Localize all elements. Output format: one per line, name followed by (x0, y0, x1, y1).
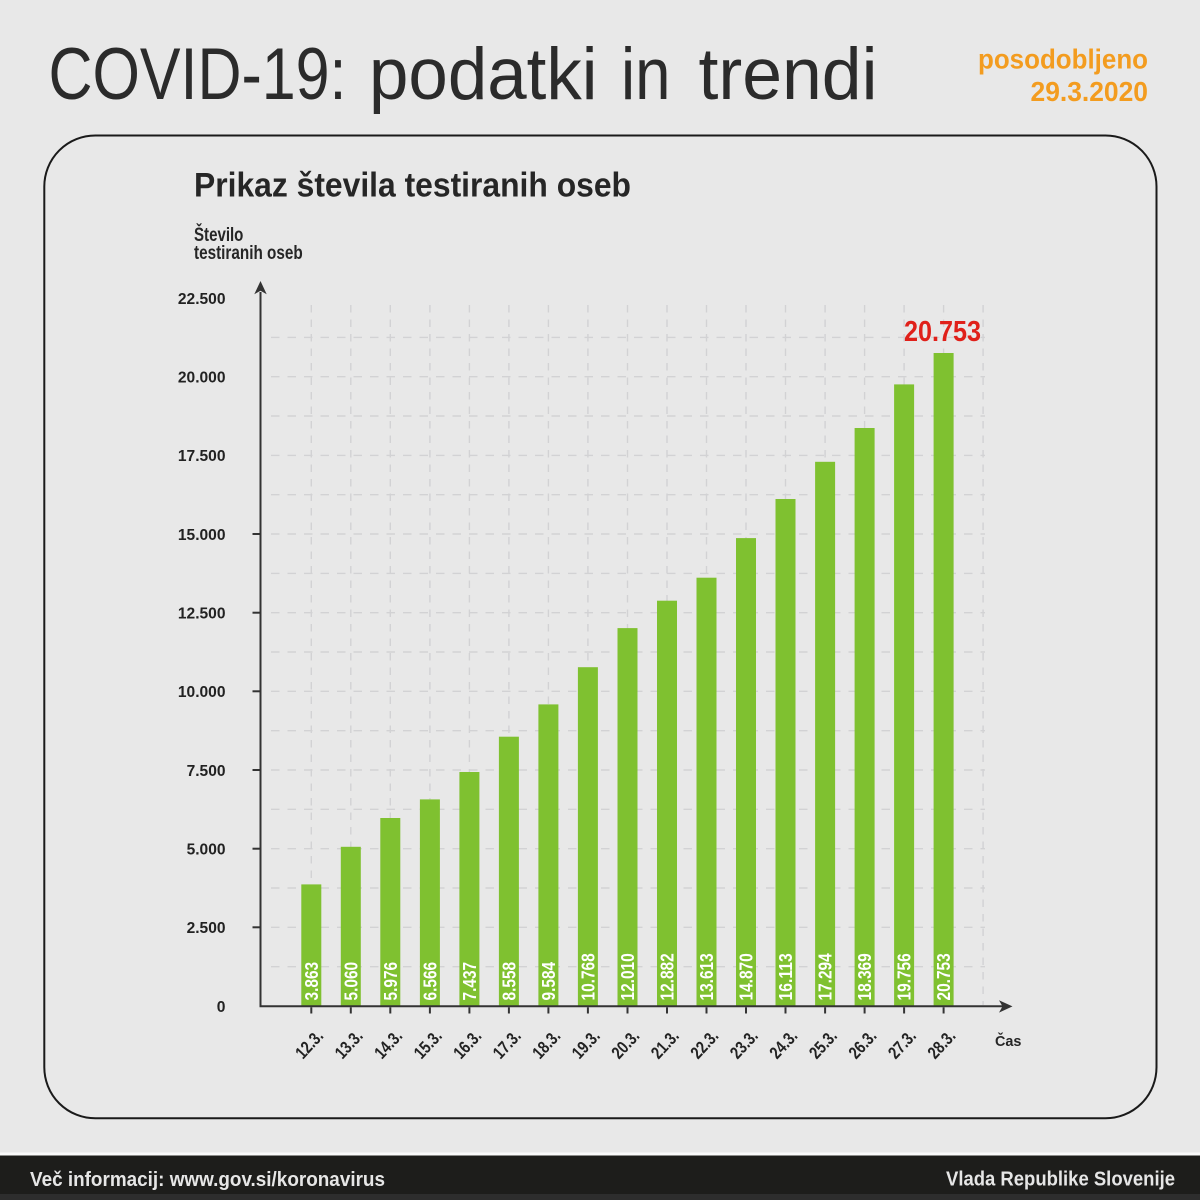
svg-text:Prikaz števila testiranih oseb: Prikaz števila testiranih oseb (194, 166, 631, 204)
svg-text:7.500: 7.500 (187, 763, 226, 780)
svg-text:0: 0 (217, 999, 226, 1016)
svg-text:5.000: 5.000 (187, 842, 226, 859)
svg-text:5.060: 5.060 (341, 962, 361, 1001)
svg-text:17.294: 17.294 (816, 953, 836, 1000)
svg-text:5.976: 5.976 (381, 962, 401, 1001)
svg-text:19.756: 19.756 (895, 953, 915, 1000)
svg-text:3.863: 3.863 (302, 962, 322, 1001)
svg-text:8.558: 8.558 (500, 962, 520, 1001)
svg-text:10.000: 10.000 (178, 684, 226, 701)
svg-text:10.768: 10.768 (579, 953, 599, 1000)
svg-text:29.3.2020: 29.3.2020 (1031, 76, 1149, 107)
svg-text:7.437: 7.437 (460, 962, 480, 1001)
svg-text:2.500: 2.500 (187, 920, 226, 937)
svg-text:20.753: 20.753 (904, 316, 981, 348)
svg-text:Čas: Čas (995, 1032, 1021, 1050)
svg-text:posodobljeno: posodobljeno (978, 44, 1148, 75)
svg-text:18.369: 18.369 (855, 953, 875, 1000)
svg-text:13.613: 13.613 (697, 953, 717, 1000)
svg-text:17.500: 17.500 (178, 448, 226, 465)
svg-text:12.500: 12.500 (178, 606, 226, 623)
svg-text:Število: Število (194, 224, 243, 246)
svg-text:14.870: 14.870 (737, 953, 757, 1000)
svg-text:Vlada Republike Slovenije: Vlada Republike Slovenije (946, 1168, 1175, 1190)
svg-text:6.566: 6.566 (421, 962, 441, 1001)
svg-text:in: in (621, 32, 671, 115)
svg-text:testiranih oseb: testiranih oseb (194, 243, 303, 264)
svg-text:trendi: trendi (699, 32, 878, 115)
svg-text:16.113: 16.113 (776, 953, 796, 1000)
svg-text:20.753: 20.753 (934, 953, 954, 1000)
svg-text:12.010: 12.010 (618, 953, 638, 1000)
svg-text:COVID-19:: COVID-19: (49, 32, 347, 115)
svg-text:22.500: 22.500 (178, 291, 226, 308)
svg-text:15.000: 15.000 (178, 527, 226, 544)
svg-text:Več informacij: www.gov.si/kor: Več informacij: www.gov.si/koronavirus (30, 1169, 385, 1191)
svg-text:20.000: 20.000 (178, 370, 226, 387)
svg-text:9.584: 9.584 (539, 962, 559, 1001)
svg-text:podatki: podatki (369, 32, 598, 115)
svg-text:12.882: 12.882 (658, 953, 678, 1000)
